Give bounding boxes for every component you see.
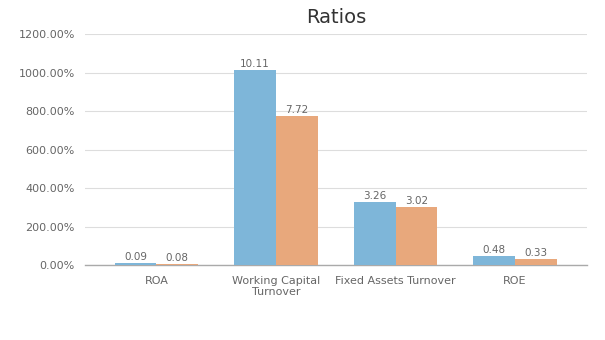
Text: 3.26: 3.26 <box>363 191 386 201</box>
Text: 0.09: 0.09 <box>124 252 147 262</box>
Bar <box>473 256 515 265</box>
Text: 10.11: 10.11 <box>240 59 270 69</box>
Bar <box>276 117 318 265</box>
Bar <box>234 70 276 265</box>
Bar <box>515 259 557 265</box>
Text: 3.02: 3.02 <box>405 196 428 206</box>
Title: Ratios: Ratios <box>306 8 366 27</box>
Text: 7.72: 7.72 <box>286 105 309 115</box>
Text: 0.08: 0.08 <box>166 253 189 262</box>
Bar <box>157 264 198 265</box>
Text: 0.48: 0.48 <box>483 245 506 255</box>
Bar <box>114 264 157 265</box>
Bar <box>396 207 437 265</box>
Text: 0.33: 0.33 <box>525 248 548 258</box>
Bar <box>354 202 396 265</box>
